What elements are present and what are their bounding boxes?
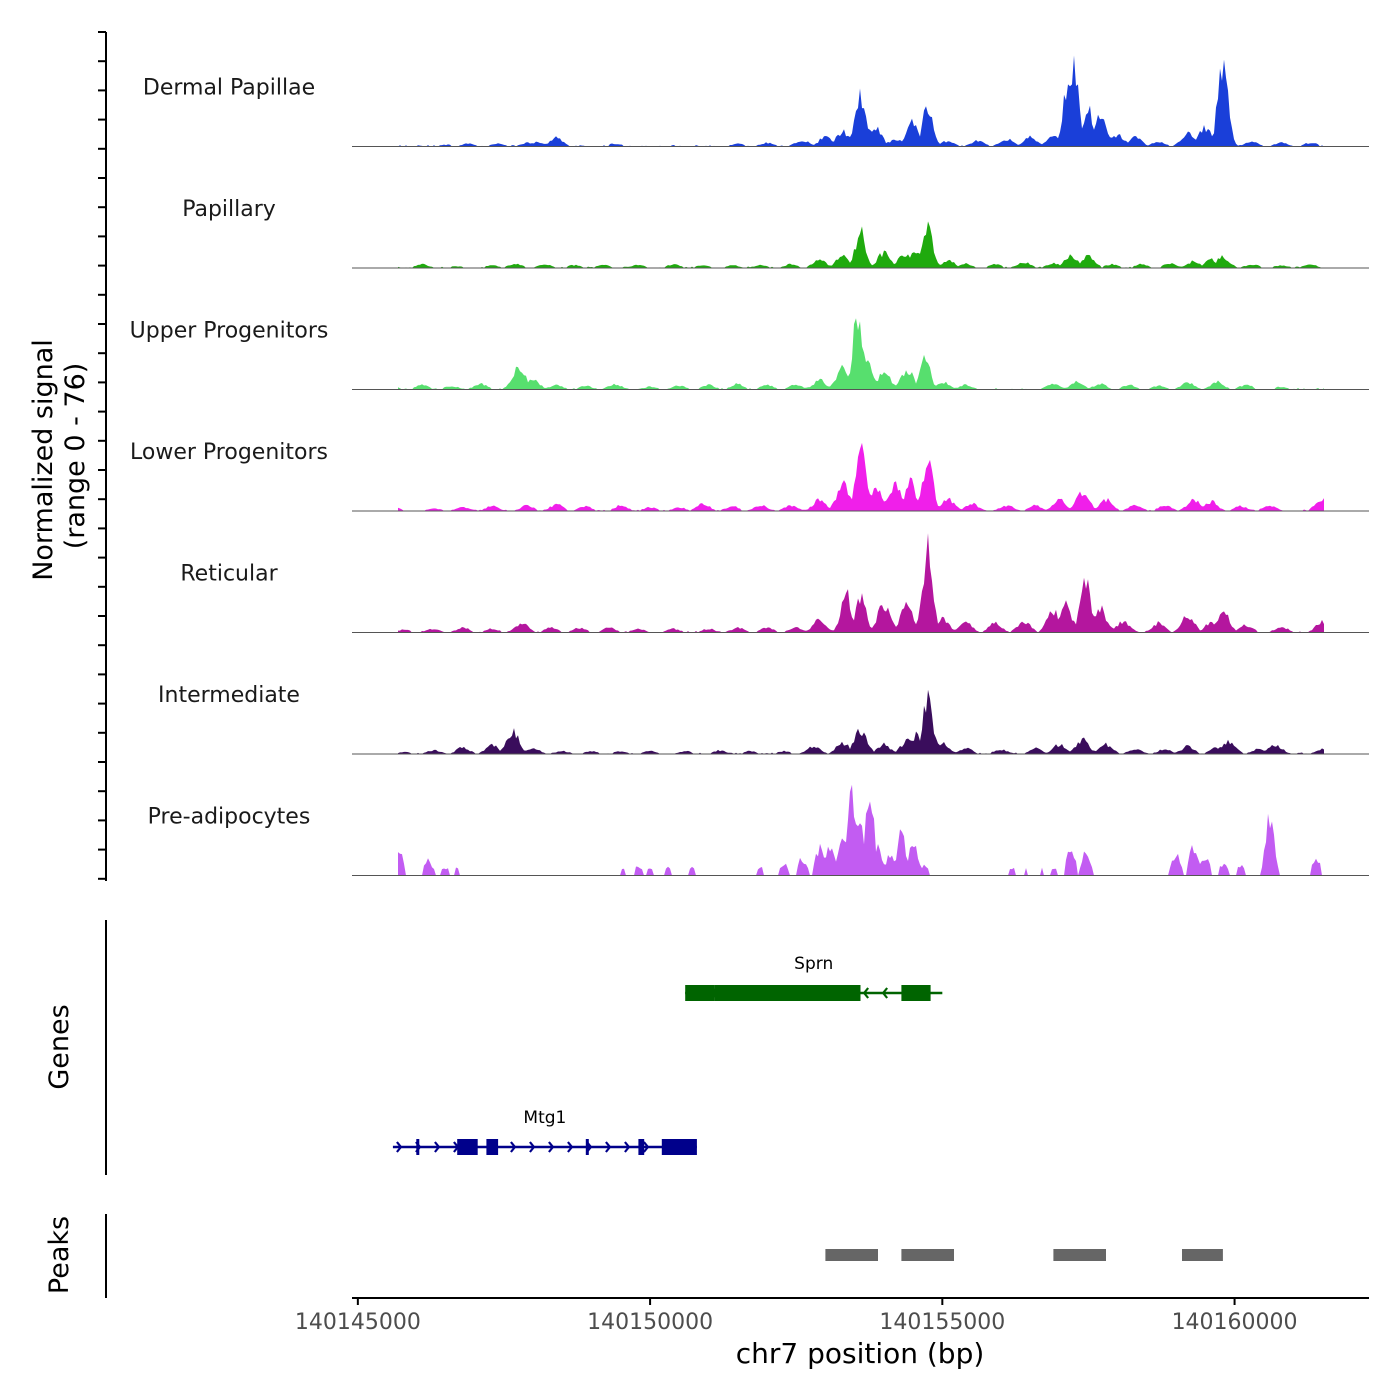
strand-arrow — [624, 1141, 631, 1153]
strand-arrow — [881, 987, 889, 999]
peaks-panel-label: Peaks — [44, 1216, 75, 1294]
coverage-area — [398, 442, 1324, 511]
peak-bar — [825, 1249, 878, 1261]
peak-bar — [1053, 1249, 1106, 1261]
coverage-area — [398, 533, 1324, 633]
track-reticular: Reticular — [180, 533, 1369, 633]
x-axis-ticks: 140145000 140150000 140155000 140160000 — [295, 1298, 1298, 1335]
track-label: Reticular — [180, 562, 278, 587]
track-dermal-papillae: Dermal Papillae — [143, 55, 1369, 147]
strand-arrow — [643, 1141, 650, 1153]
track-pre-adipocytes: Pre-adipocytes — [148, 784, 1369, 876]
strand-arrow — [529, 1141, 536, 1153]
gene-label: Sprn — [794, 954, 833, 974]
coverage-area — [398, 784, 1324, 876]
gene-exon — [585, 1139, 589, 1155]
coverage-area — [398, 318, 1324, 390]
track-label: Pre-adipocytes — [148, 805, 311, 830]
strand-arrow — [396, 1141, 403, 1153]
gene-exon — [661, 1139, 697, 1155]
gene-exon — [416, 1139, 420, 1155]
coverage-area — [398, 689, 1324, 754]
track-label: Dermal Papillae — [143, 76, 315, 101]
x-tick-label: 140160000 — [1172, 1310, 1298, 1335]
track-intermediate: Intermediate — [158, 683, 1369, 755]
x-axis-title: chr7 position (bp) — [736, 1337, 985, 1370]
gene-exon — [714, 985, 861, 1001]
signal-y-axis-title: Normalized signal — [28, 339, 59, 581]
x-tick-label: 140150000 — [587, 1310, 713, 1335]
signal-y-ticks — [98, 31, 106, 880]
gene-exon — [685, 985, 715, 1001]
track-lower-progenitors: Lower Progenitors — [130, 440, 1369, 512]
strand-arrow — [510, 1141, 517, 1153]
x-tick-label: 140145000 — [295, 1310, 421, 1335]
gene-exon — [901, 985, 931, 1001]
coverage-area — [398, 221, 1324, 268]
genes-panel-label: Genes — [44, 1004, 75, 1089]
gene-sprn: Sprn — [685, 954, 943, 1001]
gene-annotations: Sprn Mtg1 — [392, 954, 943, 1155]
track-label: Papillary — [182, 197, 276, 222]
coverage-tracks: Dermal Papillae Papillary Upper Progenitor… — [130, 55, 1369, 876]
peak-bar — [901, 1249, 954, 1261]
strand-arrow — [862, 987, 870, 999]
track-label: Lower Progenitors — [130, 440, 328, 465]
gene-exon — [486, 1139, 499, 1155]
gene-mtg1: Mtg1 — [392, 1108, 697, 1155]
track-papillary: Papillary — [182, 197, 1369, 269]
coverage-area — [398, 55, 1324, 147]
track-upper-progenitors: Upper Progenitors — [130, 318, 1369, 390]
track-label: Upper Progenitors — [130, 319, 329, 344]
track-label: Intermediate — [158, 683, 300, 708]
strand-arrow — [434, 1141, 441, 1153]
signal-y-axis-range: (range 0 - 76) — [60, 363, 91, 550]
x-tick-label: 140155000 — [879, 1310, 1005, 1335]
strand-arrow — [567, 1141, 574, 1153]
peak-annotations — [825, 1249, 1223, 1261]
gene-exon — [457, 1139, 478, 1155]
gene-label: Mtg1 — [523, 1108, 566, 1128]
gene-exon — [638, 1139, 645, 1155]
peak-bar — [1182, 1249, 1223, 1261]
strand-arrow — [548, 1141, 555, 1153]
strand-arrow — [605, 1141, 612, 1153]
